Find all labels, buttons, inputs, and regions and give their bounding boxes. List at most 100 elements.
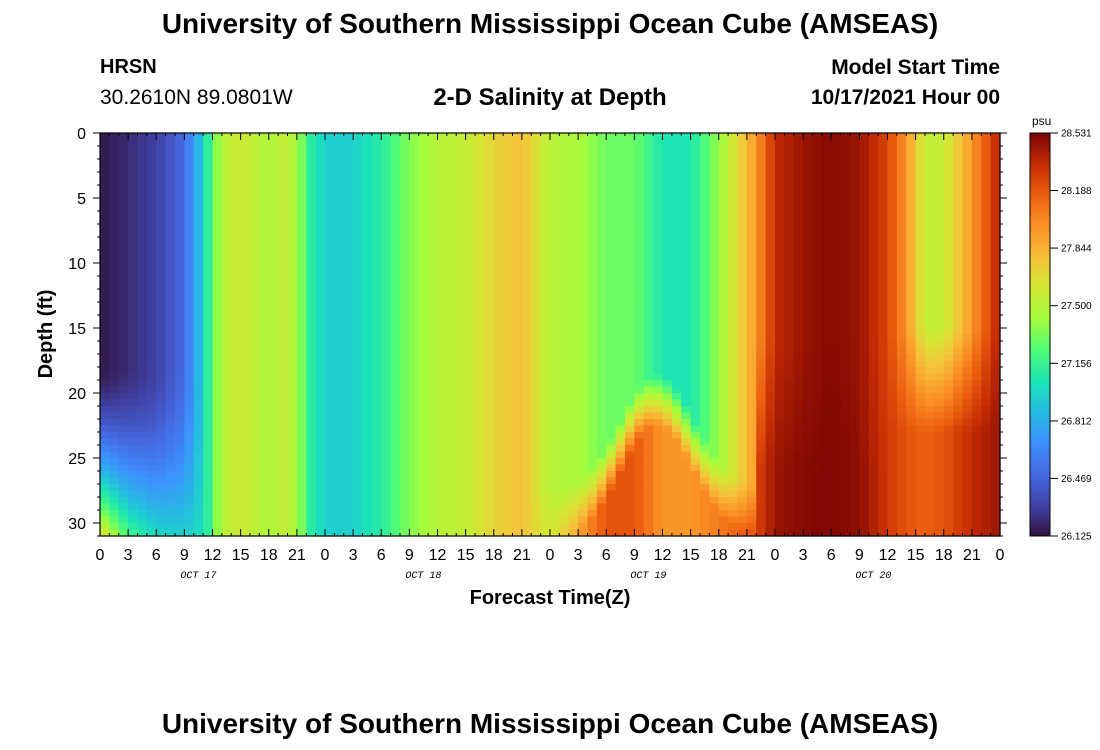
heatmap-cell: [165, 217, 176, 225]
heatmap-cell: [418, 471, 429, 479]
heatmap-cell: [671, 159, 682, 167]
heatmap-cell: [728, 159, 739, 167]
heatmap-cell: [653, 172, 664, 180]
heatmap-cell: [231, 438, 242, 446]
heatmap-cell: [756, 315, 767, 323]
heatmap-cell: [831, 490, 842, 498]
heatmap-cell: [737, 360, 748, 368]
heatmap-cell: [137, 458, 148, 466]
heatmap-cell: [653, 451, 664, 459]
heatmap-cell: [690, 451, 701, 459]
salinity-heatmap-chart: 0 3 6 9 12 15 18 21 0 3 6 9 12 15 18 21 0 3 6 9 12 15 18 21 0 3 6 9…: [35, 114, 1092, 609]
heatmap-cell: [165, 458, 176, 466]
heatmap-cell: [653, 295, 664, 303]
heatmap-cell: [559, 529, 570, 537]
heatmap-cell: [390, 529, 401, 537]
heatmap-cell: [512, 198, 523, 206]
heatmap-cell: [287, 484, 298, 492]
heatmap-cell: [418, 334, 429, 342]
heatmap-cell: [446, 172, 457, 180]
heatmap-cell: [156, 354, 167, 362]
heatmap-cell: [221, 419, 232, 427]
heatmap-cell: [287, 523, 298, 531]
heatmap-cell: [240, 224, 251, 232]
heatmap-cell: [559, 438, 570, 446]
heatmap-cell: [765, 237, 776, 245]
heatmap-cell: [296, 386, 307, 394]
heatmap-cell: [728, 354, 739, 362]
heatmap-cell: [775, 204, 785, 212]
heatmap-cell: [306, 295, 317, 303]
heatmap-cell: [428, 139, 439, 147]
heatmap-cell: [409, 529, 420, 537]
heatmap-cell: [203, 172, 214, 180]
heatmap-cell: [756, 510, 767, 518]
heatmap-cell: [353, 230, 364, 238]
heatmap-cell: [400, 146, 410, 154]
heatmap-cell: [671, 308, 682, 316]
heatmap-cell: [662, 503, 673, 511]
heatmap-cell: [268, 172, 279, 180]
heatmap-cell: [746, 425, 757, 433]
heatmap-cell: [428, 250, 439, 258]
heatmap-cell: [700, 458, 710, 466]
heatmap-cell: [231, 497, 242, 505]
heatmap-cell: [578, 471, 589, 479]
heatmap-cell: [700, 425, 710, 433]
heatmap-cell: [100, 191, 110, 199]
heatmap-cell: [221, 412, 232, 420]
heatmap-cell: [315, 198, 326, 206]
heatmap-cell: [550, 425, 560, 433]
heatmap-cell: [812, 282, 823, 290]
heatmap-cell: [296, 419, 307, 427]
heatmap-cell: [709, 146, 720, 154]
heatmap-cell: [615, 198, 626, 206]
heatmap-cell: [775, 347, 785, 355]
heatmap-cell: [821, 484, 832, 492]
heatmap-cell: [231, 523, 242, 531]
heatmap-cell: [250, 224, 260, 232]
station-coordinates: 30.2610N 89.0801W: [100, 86, 293, 109]
heatmap-cell: [240, 412, 251, 420]
heatmap-cell: [428, 412, 439, 420]
heatmap-cell: [118, 399, 129, 407]
heatmap-cell: [634, 282, 645, 290]
heatmap-cell: [465, 321, 476, 329]
heatmap-cell: [840, 334, 851, 342]
heatmap-cell: [343, 139, 354, 147]
heatmap-cell: [700, 178, 710, 186]
heatmap-cell: [615, 276, 626, 284]
heatmap-cell: [231, 328, 242, 336]
heatmap-cell: [193, 152, 204, 160]
heatmap-cell: [212, 529, 223, 537]
heatmap-cell: [475, 308, 485, 316]
heatmap-cell: [118, 211, 129, 219]
heatmap-cell: [784, 399, 795, 407]
heatmap-cell: [456, 276, 467, 284]
heatmap-cell: [315, 510, 326, 518]
heatmap-cell: [278, 269, 289, 277]
heatmap-cell: [756, 451, 767, 459]
heatmap-cell: [146, 282, 157, 290]
heatmap-cell: [765, 146, 776, 154]
heatmap-cell: [268, 516, 279, 524]
heatmap-cell: [578, 295, 589, 303]
heatmap-cell: [568, 308, 579, 316]
heatmap-cell: [128, 458, 139, 466]
heatmap-cell: [475, 425, 485, 433]
heatmap-cell: [296, 432, 307, 440]
heatmap-cell: [465, 510, 476, 518]
heatmap-cell: [353, 438, 364, 446]
heatmap-cell: [793, 315, 804, 323]
heatmap-cell: [165, 432, 176, 440]
heatmap-cell: [821, 224, 832, 232]
heatmap-cell: [512, 282, 523, 290]
heatmap-cell: [287, 334, 298, 342]
heatmap-cell: [334, 269, 345, 277]
heatmap-cell: [821, 269, 832, 277]
heatmap-cell: [775, 269, 785, 277]
heatmap-cell: [625, 217, 635, 225]
heatmap-cell: [212, 295, 223, 303]
heatmap-cell: [128, 451, 139, 459]
heatmap-cell: [718, 315, 729, 323]
